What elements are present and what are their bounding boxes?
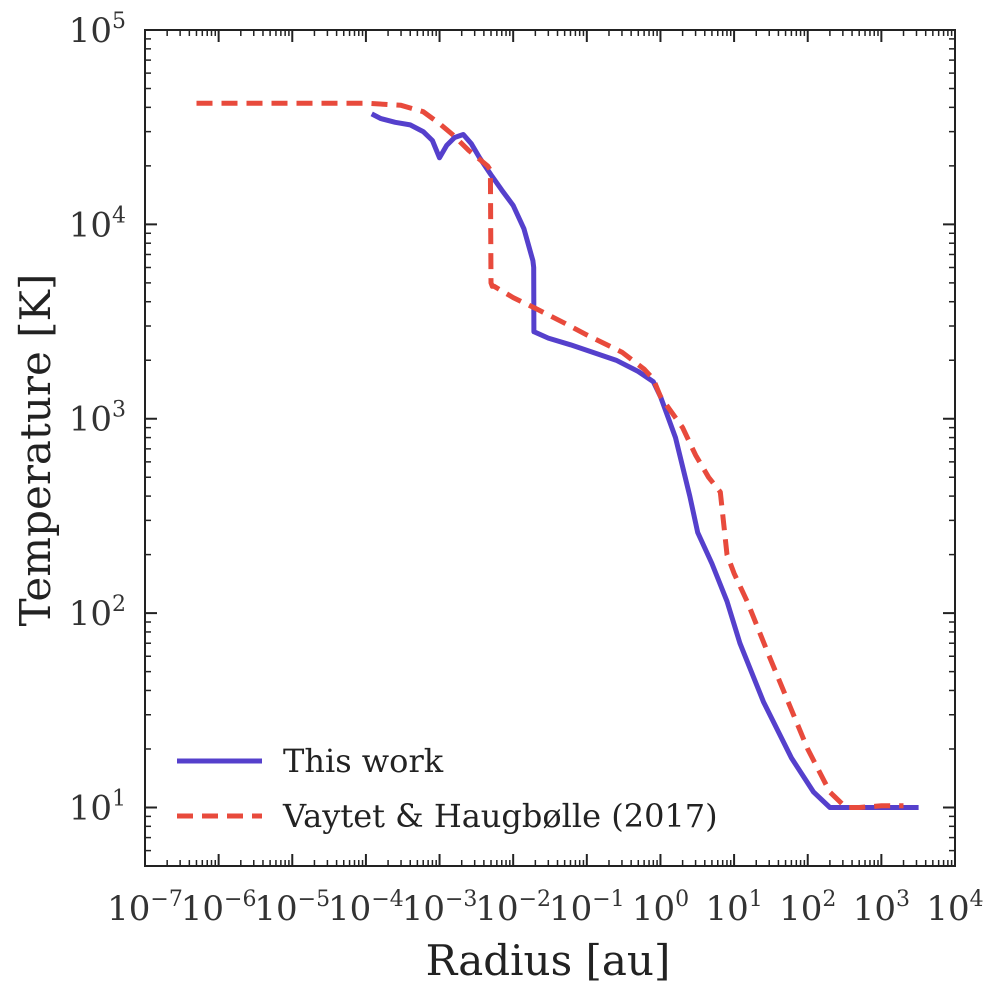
x-tick-label: 103 [853,887,910,929]
x-tick-label: 104 [926,887,983,929]
series-layer [196,100,919,810]
x-tick-labels: 10−710−610−510−410−310−210−1 100 101 102 103… [107,887,983,929]
x-tick-label: 10−3 [402,887,478,929]
y-tick-label: 102 [69,592,126,634]
x-tick-label: 100 [632,887,689,929]
x-tick-label: 101 [705,887,762,929]
x-tick-label: 10−2 [475,887,551,929]
x-tick-label: 10−7 [107,887,183,929]
y-tick-label: 101 [69,786,126,828]
x-tick-label: 10−6 [181,887,257,929]
plot-frame [144,29,956,867]
y-tick-label: 105 [69,9,126,51]
legend-label-vaytet: Vaytet & Haugbølle (2017) [282,797,718,835]
y-tick-labels: 101 102 103 104 105 [69,9,126,828]
legend: This work Vaytet & Haugbølle (2017) [177,742,718,835]
minor-ticks [145,30,955,867]
x-tick-label: 102 [779,887,836,929]
legend-label-this-work: This work [283,742,444,780]
major-ticks [144,29,956,866]
x-tick-label: 10−1 [549,887,625,929]
y-tick-label: 104 [69,203,126,245]
y-tick-label: 103 [69,398,126,440]
x-tick-label: 10−4 [328,887,404,929]
y-axis-title: Temperature [K] [11,274,60,627]
x-tick-label: 10−5 [254,887,330,929]
series-line-0 [370,111,919,810]
x-axis-title: Radius [au] [426,936,671,985]
series-line-1 [196,100,904,810]
